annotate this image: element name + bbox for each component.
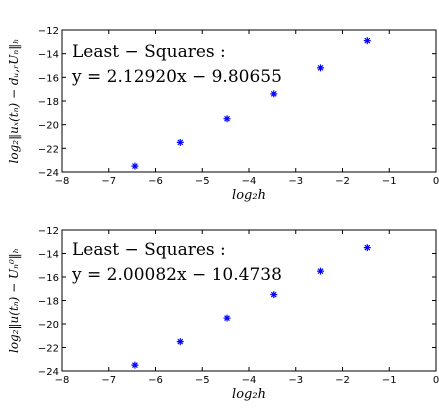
x-tick-label: −5 <box>195 375 210 386</box>
least-squares-annotation: y = 2.00082x − 10.4738 <box>71 265 282 285</box>
x-axis-label: log₂h <box>232 188 266 203</box>
y-tick-label: −22 <box>38 344 59 355</box>
y-tick-label: −12 <box>38 226 59 237</box>
y-tick-label: −14 <box>38 50 59 61</box>
x-tick-label: −6 <box>148 375 163 386</box>
y-tick-label: −24 <box>38 367 59 378</box>
y-tick-label: −12 <box>38 26 59 37</box>
y-tick-label: −20 <box>38 121 59 132</box>
x-tick-label: −5 <box>195 176 210 187</box>
data-point-stroke <box>132 163 138 169</box>
x-tick-label: −4 <box>242 176 257 187</box>
y-tick-label: −18 <box>38 97 59 108</box>
least-squares-annotation: Least − Squares : <box>72 240 226 260</box>
least-squares-annotation: y = 2.12920x − 9.80655 <box>71 67 282 87</box>
data-point <box>363 37 371 45</box>
x-tick-label: 0 <box>433 375 439 386</box>
x-tick-label: −2 <box>335 375 350 386</box>
data-point-stroke <box>270 291 277 298</box>
least-squares-annotation: Least − Squares : <box>72 42 226 62</box>
x-tick-label: −3 <box>288 375 303 386</box>
data-point <box>270 291 278 299</box>
x-tick-label: −6 <box>148 176 163 187</box>
data-point <box>363 244 371 252</box>
y-tick-label: −18 <box>38 297 59 308</box>
y-tick-label: −16 <box>38 73 59 84</box>
x-tick-label: 0 <box>433 176 439 187</box>
y-tick-label: −20 <box>38 320 59 331</box>
data-point-stroke <box>177 338 184 345</box>
y-axis-label: log₂‖u(tₙ) − Uₙ⁰‖ₕ <box>7 248 21 353</box>
data-point-stroke <box>364 37 371 44</box>
data-point-stroke <box>317 64 324 71</box>
data-point-stroke <box>177 139 184 146</box>
y-tick-label: −16 <box>38 273 59 284</box>
data-point <box>317 267 325 275</box>
y-tick-label: −22 <box>38 144 59 155</box>
data-point-stroke <box>224 115 230 122</box>
data-point <box>131 162 139 170</box>
y-axis-label: log₂‖uₓ(tₙ) − dᵤ,ᵣUₙ‖ₕ <box>7 39 21 164</box>
data-point <box>176 138 184 146</box>
x-tick-label: −8 <box>55 375 70 386</box>
x-tick-label: −4 <box>242 375 257 386</box>
data-point-stroke <box>132 362 138 368</box>
data-point-stroke <box>224 315 230 321</box>
data-point-stroke <box>364 244 371 251</box>
data-point <box>176 338 184 346</box>
data-point <box>131 361 139 369</box>
data-point-stroke <box>270 91 277 97</box>
x-tick-label: −3 <box>288 176 303 187</box>
x-tick-label: −8 <box>55 176 70 187</box>
x-tick-label: −1 <box>382 375 397 386</box>
data-point <box>223 314 231 322</box>
x-axis-label: log₂h <box>232 387 266 402</box>
data-point <box>223 115 231 123</box>
x-tick-label: −7 <box>101 375 116 386</box>
data-point <box>317 64 325 72</box>
x-tick-label: −2 <box>335 176 350 187</box>
x-tick-label: −1 <box>382 176 397 187</box>
data-point <box>270 90 278 98</box>
x-tick-label: −7 <box>101 176 116 187</box>
y-tick-label: −14 <box>38 250 59 261</box>
data-point-stroke <box>317 268 324 274</box>
y-tick-label: −24 <box>38 168 59 179</box>
